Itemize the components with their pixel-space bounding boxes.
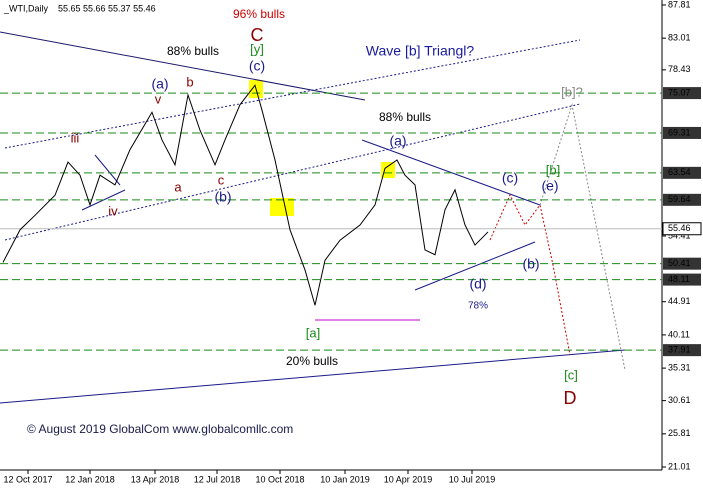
level-label: 69.31 bbox=[668, 127, 691, 137]
trendline bbox=[94, 154, 121, 186]
trendline bbox=[0, 31, 366, 101]
annotation: iv bbox=[108, 203, 118, 218]
x-tick-label: 12 Jan 2018 bbox=[65, 474, 115, 484]
annotation: 20% bulls bbox=[286, 354, 338, 368]
level-box bbox=[663, 257, 701, 270]
annotation: [y] bbox=[250, 41, 264, 56]
annotation: [a] bbox=[306, 325, 320, 340]
annotation: 88% bulls bbox=[167, 44, 219, 58]
level-label: 48.11 bbox=[668, 274, 690, 284]
y-tick-label: 25.81 bbox=[668, 428, 691, 438]
annotation: [c] bbox=[564, 367, 578, 382]
level-label: 50.41 bbox=[668, 258, 691, 268]
y-tick-label: 40.11 bbox=[668, 329, 690, 339]
annotation: © August 2019 GlobalCom www.globalcomllc… bbox=[27, 422, 293, 436]
channel-line bbox=[4, 39, 581, 149]
x-tick-label: 10 Jul 2019 bbox=[449, 474, 496, 484]
annotation: C bbox=[251, 25, 264, 45]
annotation: (c) bbox=[502, 170, 518, 186]
level-label: 75.07 bbox=[668, 87, 691, 97]
y-tick-label: 87.81 bbox=[668, 0, 691, 9]
x-tick-label: 12 Oct 2017 bbox=[3, 474, 52, 484]
annotation: 88% bulls bbox=[379, 110, 431, 124]
y-tick-label: 44.91 bbox=[668, 296, 691, 306]
x-tick-label: 10 Apr 2019 bbox=[384, 474, 433, 484]
highlight bbox=[270, 198, 294, 216]
annotation: iii bbox=[71, 130, 80, 145]
annotation: 96% bulls bbox=[233, 7, 285, 21]
annotation: (b) bbox=[214, 189, 231, 205]
annotation: [b]? bbox=[561, 84, 583, 99]
annotation: D bbox=[564, 388, 577, 408]
level-box bbox=[663, 87, 701, 100]
trendline bbox=[0, 349, 626, 404]
level-box bbox=[663, 166, 701, 179]
annotation: 78% bbox=[468, 301, 488, 312]
x-tick-label: 10 Oct 2018 bbox=[255, 474, 304, 484]
level-label: 37.91 bbox=[668, 345, 691, 355]
level-box bbox=[663, 344, 701, 357]
channel-line bbox=[4, 103, 581, 241]
last-price-label: 55.46 bbox=[668, 223, 691, 233]
level-box bbox=[663, 126, 701, 139]
annotation: v bbox=[155, 91, 162, 106]
annotation: a bbox=[174, 179, 182, 194]
annotation: (a) bbox=[389, 133, 406, 149]
y-tick-label: 78.43 bbox=[668, 64, 691, 74]
annotation: [b] bbox=[546, 162, 560, 177]
x-tick-label: 13 Apr 2018 bbox=[131, 474, 180, 484]
y-tick-label: 30.61 bbox=[668, 395, 691, 405]
annotation: (d) bbox=[469, 276, 486, 292]
x-tick-label: 12 Jul 2018 bbox=[194, 474, 241, 484]
annotation: (a) bbox=[151, 76, 168, 92]
y-tick-label: 21.01 bbox=[668, 461, 691, 471]
forecast-path bbox=[539, 103, 626, 371]
triangle-line bbox=[414, 241, 536, 291]
highlight bbox=[381, 162, 395, 178]
annotation: (c) bbox=[249, 58, 265, 74]
annotation: b bbox=[186, 74, 193, 89]
level-label: 63.54 bbox=[668, 167, 691, 177]
level-box bbox=[663, 193, 701, 206]
level-label: 59.64 bbox=[668, 194, 691, 204]
level-box bbox=[663, 273, 701, 286]
annotation: (e) bbox=[541, 178, 558, 194]
x-tick-label: 10 Jan 2019 bbox=[320, 474, 370, 484]
forecast-path bbox=[489, 193, 571, 356]
price-line bbox=[2, 84, 489, 306]
annotation: c bbox=[218, 172, 225, 187]
y-tick-label: 35.31 bbox=[668, 362, 691, 372]
annotation: Wave [b] Triangl? bbox=[366, 43, 475, 59]
symbol: _WTI,Daily bbox=[3, 3, 49, 13]
y-tick-label: 83.01 bbox=[668, 33, 691, 43]
last-price-box bbox=[662, 222, 702, 236]
annotation: (b) bbox=[522, 256, 539, 272]
y-tick-label: 54.41 bbox=[668, 230, 691, 240]
ohlc: 55.65 55.66 55.37 55.46 bbox=[58, 3, 156, 13]
